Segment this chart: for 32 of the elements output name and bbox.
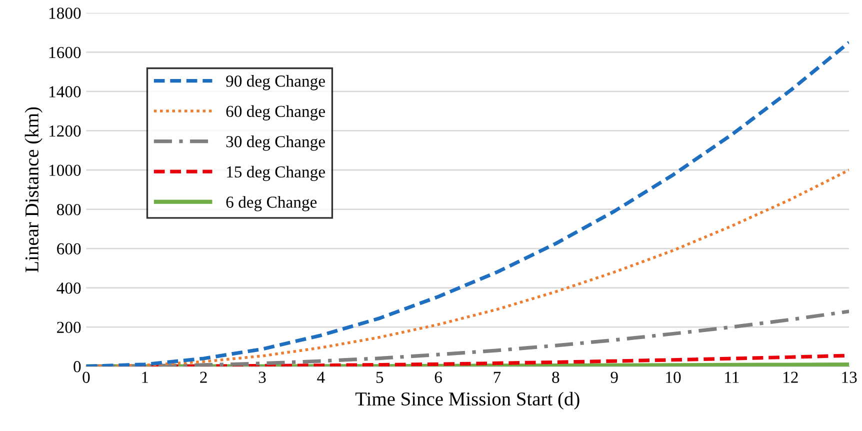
- y-tick-label: 800: [56, 204, 81, 216]
- y-tick-label: 1800: [49, 8, 81, 19]
- y-tick-label: 600: [57, 243, 81, 254]
- legend-label: 90 deg Change: [226, 75, 325, 90]
- x-tick-label: 8: [552, 372, 560, 383]
- x-tick-label: 1: [142, 372, 148, 383]
- y-tick-label: 1000: [49, 164, 81, 176]
- y-tick-label: 1400: [49, 86, 81, 98]
- x-tick-label: 12: [784, 372, 798, 383]
- y-tick-label: 400: [56, 282, 81, 294]
- x-tick-label: 13: [842, 372, 857, 383]
- legend-label: 6 deg Change: [226, 196, 317, 212]
- legend-label: 30 deg Change: [226, 136, 325, 151]
- x-tick-label: 9: [610, 372, 618, 383]
- x-tick-label: 3: [258, 372, 266, 383]
- x-axis-title: Time Since Mission Start (d): [355, 392, 580, 410]
- line-series: [86, 40, 850, 366]
- x-tick-label: 0: [82, 372, 90, 383]
- x-tick-label: 2: [200, 372, 207, 383]
- x-tick-label: 4: [317, 372, 325, 383]
- y-tick-label: 0: [74, 361, 81, 372]
- x-tick-label: 7: [494, 372, 501, 383]
- y-tick-label: 1200: [49, 125, 81, 137]
- x-tick-label: 11: [725, 372, 739, 383]
- y-tick-label: 200: [57, 322, 81, 334]
- y-tick-label: 1600: [49, 46, 81, 58]
- y-axis-title: Linear Distance (km): [24, 107, 42, 272]
- legend-label: 15 deg Change: [227, 166, 325, 181]
- x-tick-label: 6: [434, 372, 442, 383]
- x-tick-label: 5: [376, 372, 384, 383]
- legend-label: 60 deg Change: [226, 105, 325, 120]
- x-tick-label: 10: [666, 372, 681, 383]
